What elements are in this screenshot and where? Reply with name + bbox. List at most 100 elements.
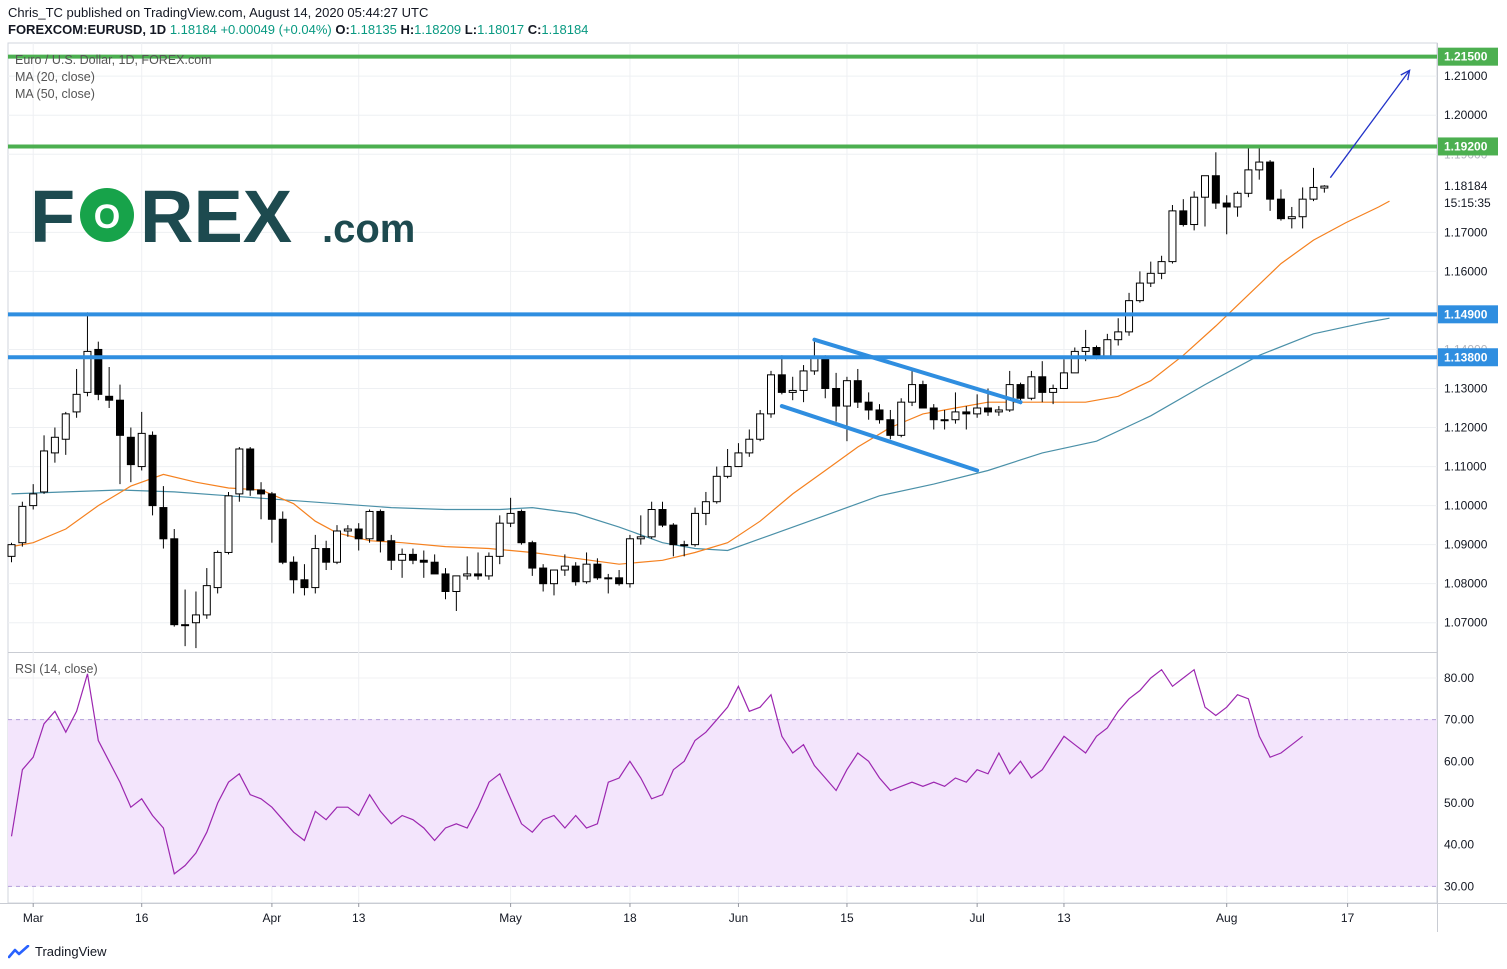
countdown-label: 15:15:35 xyxy=(1444,196,1491,210)
candle-up xyxy=(756,413,765,440)
candle-up xyxy=(550,569,558,585)
candle-down xyxy=(777,374,786,393)
change-value: +0.00049 (+0.04%) xyxy=(220,22,332,37)
candle-up xyxy=(365,510,374,540)
time-tick-label: Mar xyxy=(23,911,44,925)
candle-down xyxy=(1266,161,1275,200)
footer: TradingView xyxy=(0,938,1507,969)
candle-up xyxy=(1059,372,1068,389)
candle-up xyxy=(1114,331,1123,341)
candle-up xyxy=(810,356,819,372)
candle-up xyxy=(7,544,16,557)
candle-up xyxy=(1320,185,1329,189)
rsi-band xyxy=(8,719,1437,887)
candle-down xyxy=(278,518,287,563)
time-tick-label: 16 xyxy=(135,911,149,925)
price-tick-label: 1.16000 xyxy=(1444,264,1488,278)
candle-down xyxy=(408,553,417,561)
candle-down xyxy=(257,489,266,495)
candle-up xyxy=(691,512,700,546)
ma20-legend: MA (20, close) xyxy=(15,70,95,84)
forecast-arrow-head xyxy=(1400,69,1411,81)
candle-up xyxy=(1233,192,1242,208)
candle-up xyxy=(61,413,70,440)
candle-up xyxy=(994,409,1003,413)
candle-up xyxy=(1103,339,1112,358)
rsi-tick-label: 80.00 xyxy=(1444,671,1474,685)
low-value: 1.18017 xyxy=(477,22,525,37)
rsi-tick-label: 30.00 xyxy=(1444,879,1474,893)
high-value: 1.18209 xyxy=(414,22,462,37)
symbol-label: FOREXCOM:EURUSD, 1D xyxy=(8,22,167,37)
candle-down xyxy=(539,567,548,585)
candle-up xyxy=(83,350,92,393)
tradingview-label: TradingView xyxy=(35,944,107,959)
candle-down xyxy=(1276,198,1285,220)
candle-up xyxy=(712,475,721,503)
price-tick-label: 1.07000 xyxy=(1444,616,1488,630)
logo-f: F xyxy=(30,175,75,258)
candle-down xyxy=(387,540,396,561)
candle-up xyxy=(333,530,341,563)
candle-down xyxy=(571,565,580,583)
candle-down xyxy=(875,409,884,421)
candle-down xyxy=(1222,202,1231,208)
candle-up xyxy=(18,505,27,544)
series-title: Euro / U.S. Dollar, 1D, FOREX.com xyxy=(15,53,212,67)
rsi-tick-label: 70.00 xyxy=(1444,713,1474,727)
candle-up xyxy=(723,466,732,477)
ma50-line xyxy=(11,317,1390,552)
candle-down xyxy=(94,348,103,395)
ohlc-line: FOREXCOM:EURUSD, 1D 1.18184 +0.00049 (+0… xyxy=(8,22,588,37)
price-tick-label: 1.20000 xyxy=(1444,108,1488,122)
candle-up xyxy=(897,401,906,436)
candle-up xyxy=(1190,196,1199,226)
candle-down xyxy=(918,384,927,409)
candle-up xyxy=(625,538,634,585)
candle-up xyxy=(1081,347,1090,352)
candle-down xyxy=(821,356,830,389)
candle-up xyxy=(734,452,743,468)
candle-up xyxy=(137,432,146,468)
candle-down xyxy=(148,434,157,507)
candle-up xyxy=(799,370,808,391)
candle-up xyxy=(604,577,613,580)
rsi-band-fill xyxy=(8,719,1437,887)
level-label-bg xyxy=(1438,137,1498,156)
tradingview-icon xyxy=(8,944,30,958)
candles xyxy=(7,148,1329,649)
chart-canvas[interactable]: Mar 16 Apr 13 May 18 Jun 15 Jul 13 Aug 17 1.21000 1.2… xyxy=(0,0,1507,940)
candle-up xyxy=(940,419,949,422)
published-line: Chris_TC published on TradingView.com, A… xyxy=(8,5,429,20)
level-label-bg xyxy=(1438,305,1498,324)
candle-down xyxy=(419,559,428,563)
close-value: 1.18184 xyxy=(169,22,217,37)
candle-up xyxy=(235,448,244,495)
candle-down xyxy=(1016,384,1025,399)
candle-up xyxy=(1201,175,1209,198)
level-label-bg xyxy=(1438,47,1498,66)
time-tick-label: Jul xyxy=(969,911,984,925)
candle-up xyxy=(1255,161,1264,171)
time-tick-label: Apr xyxy=(263,911,282,925)
candle-up xyxy=(224,495,233,553)
candle-up xyxy=(343,528,352,532)
candle-up xyxy=(1027,376,1036,399)
price-tick-label: 1.09000 xyxy=(1444,538,1488,552)
candle-up xyxy=(1168,210,1177,263)
level-label-bg xyxy=(1438,348,1498,367)
candle-up xyxy=(973,407,982,415)
level-label: 1.19200 xyxy=(1444,139,1488,153)
tradingview-logo[interactable]: TradingView xyxy=(8,944,107,959)
candle-up xyxy=(1049,387,1058,393)
trendline-flag-upper xyxy=(812,337,1023,405)
candle-up xyxy=(213,551,222,589)
candle-down xyxy=(615,577,624,585)
open-value: 1.18135 xyxy=(349,22,397,37)
level-label: 1.13800 xyxy=(1444,350,1488,364)
candle-up xyxy=(1287,216,1296,220)
candle-up xyxy=(202,585,211,616)
candle-down xyxy=(929,407,938,421)
candle-up xyxy=(191,614,200,624)
candle-down xyxy=(853,380,862,403)
